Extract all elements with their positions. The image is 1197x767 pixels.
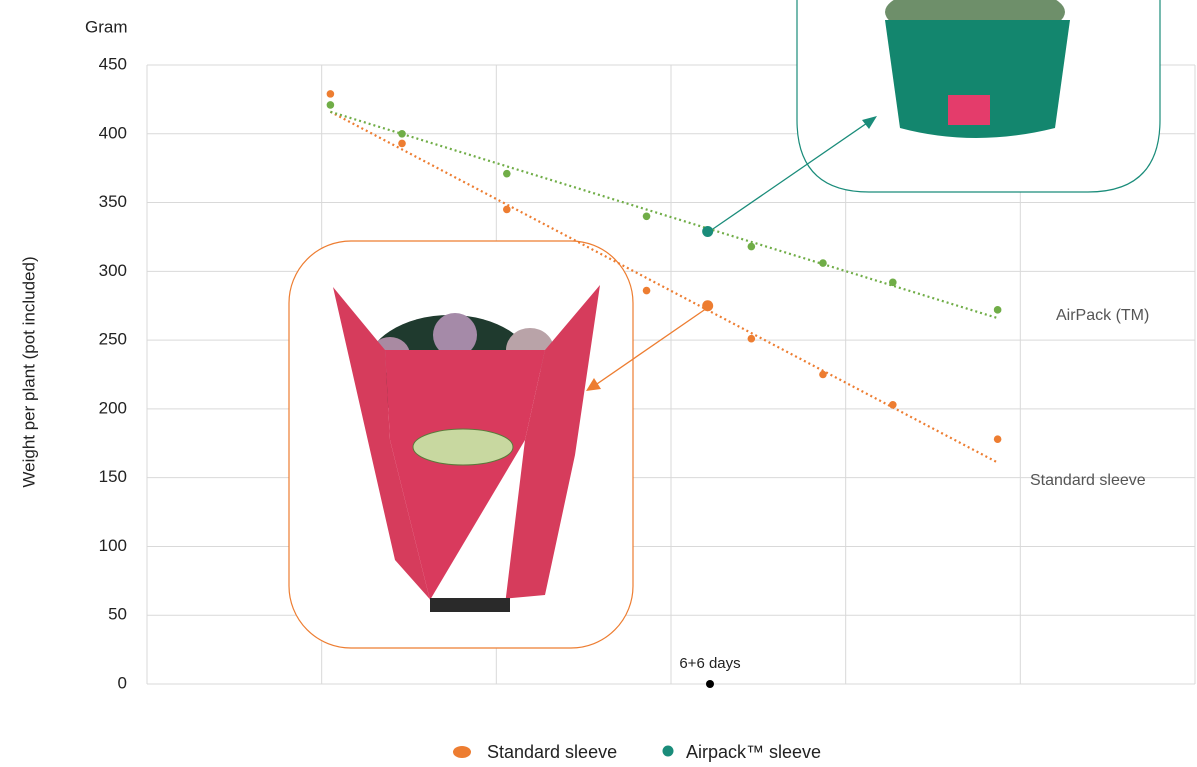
legend-label: Standard sleeve	[487, 742, 617, 762]
point	[503, 205, 511, 214]
point	[642, 286, 651, 295]
series-end-label: Standard sleeve	[1030, 472, 1146, 489]
point	[747, 334, 756, 343]
point	[889, 400, 897, 409]
y-tick-label: 300	[99, 261, 127, 280]
y-tick-label: 450	[99, 54, 127, 73]
y-unit: Gram	[85, 17, 128, 36]
point	[819, 370, 827, 379]
y-tick-label: 150	[99, 467, 127, 486]
annotation: 6+6 days	[679, 655, 740, 672]
photo-standard	[288, 240, 634, 649]
y-tick-label: 350	[99, 192, 127, 211]
point	[993, 435, 1002, 443]
y-tick-label: 100	[99, 536, 127, 555]
legend: Standard sleeve Airpack™ sleeve	[453, 742, 821, 762]
y-tick-label: 200	[99, 398, 127, 417]
point	[993, 306, 1002, 314]
highlight-point	[702, 300, 714, 312]
y-tick-label: 250	[99, 330, 127, 349]
y-axis-title: Weight per plant (pot included)	[19, 256, 38, 487]
point	[503, 169, 511, 178]
point	[326, 101, 335, 109]
highlight-point	[702, 225, 714, 237]
point	[889, 278, 897, 287]
y-tick-label: 400	[99, 123, 127, 142]
point	[819, 259, 827, 267]
point	[326, 90, 335, 98]
annotation-dot	[706, 680, 714, 688]
legend-marker	[453, 746, 471, 758]
legend-marker	[662, 745, 674, 757]
photo-airpack	[796, 0, 1161, 193]
y-tick-label: 50	[108, 605, 127, 624]
point	[398, 129, 406, 138]
series-end-label: AirPack (TM)	[1056, 307, 1149, 324]
trend-line	[330, 110, 998, 320]
point	[747, 242, 756, 251]
data	[326, 90, 1002, 464]
arrows	[586, 116, 877, 391]
trend-line	[329, 110, 999, 464]
point	[642, 212, 651, 221]
y-tick-label: 0	[118, 673, 127, 692]
point	[398, 139, 406, 148]
legend-label: Airpack™ sleeve	[686, 742, 821, 762]
